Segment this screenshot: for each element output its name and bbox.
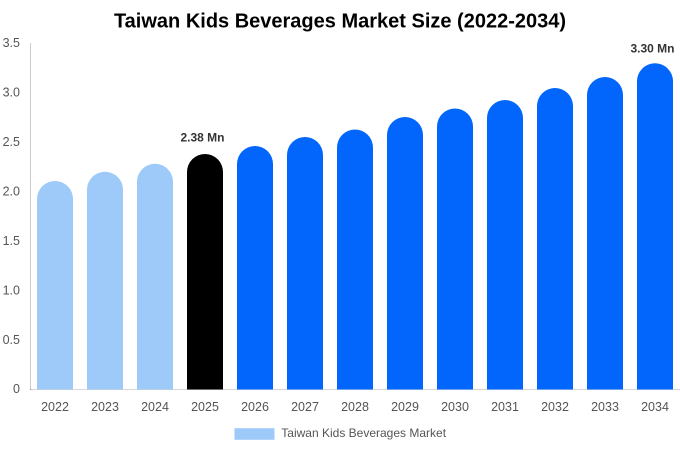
svg-text:2027: 2027 bbox=[291, 400, 319, 414]
svg-text:3.0: 3.0 bbox=[3, 86, 20, 100]
svg-text:3.5: 3.5 bbox=[3, 36, 20, 50]
svg-text:3.30 Mn: 3.30 Mn bbox=[630, 42, 674, 56]
svg-text:2028: 2028 bbox=[341, 400, 369, 414]
svg-text:2.5: 2.5 bbox=[3, 135, 20, 149]
svg-text:2031: 2031 bbox=[491, 400, 519, 414]
svg-text:2023: 2023 bbox=[91, 400, 119, 414]
svg-text:Taiwan Kids Beverages Market: Taiwan Kids Beverages Market bbox=[281, 426, 446, 440]
svg-text:0.5: 0.5 bbox=[3, 333, 20, 347]
svg-text:2026: 2026 bbox=[241, 400, 269, 414]
svg-text:Taiwan Kids Beverages Market S: Taiwan Kids Beverages Market Size (2022-… bbox=[114, 10, 566, 32]
svg-text:2.0: 2.0 bbox=[3, 185, 20, 199]
svg-text:2032: 2032 bbox=[541, 400, 569, 414]
svg-text:1.5: 1.5 bbox=[3, 234, 20, 248]
svg-text:2025: 2025 bbox=[191, 400, 219, 414]
svg-text:2034: 2034 bbox=[641, 400, 669, 414]
svg-text:2.38 Mn: 2.38 Mn bbox=[180, 131, 224, 145]
svg-text:1.0: 1.0 bbox=[3, 284, 20, 298]
svg-text:2024: 2024 bbox=[141, 400, 169, 414]
svg-text:2022: 2022 bbox=[41, 400, 69, 414]
svg-text:2030: 2030 bbox=[441, 400, 469, 414]
svg-text:2033: 2033 bbox=[591, 400, 619, 414]
svg-text:2029: 2029 bbox=[391, 400, 419, 414]
svg-text:0: 0 bbox=[13, 382, 20, 396]
